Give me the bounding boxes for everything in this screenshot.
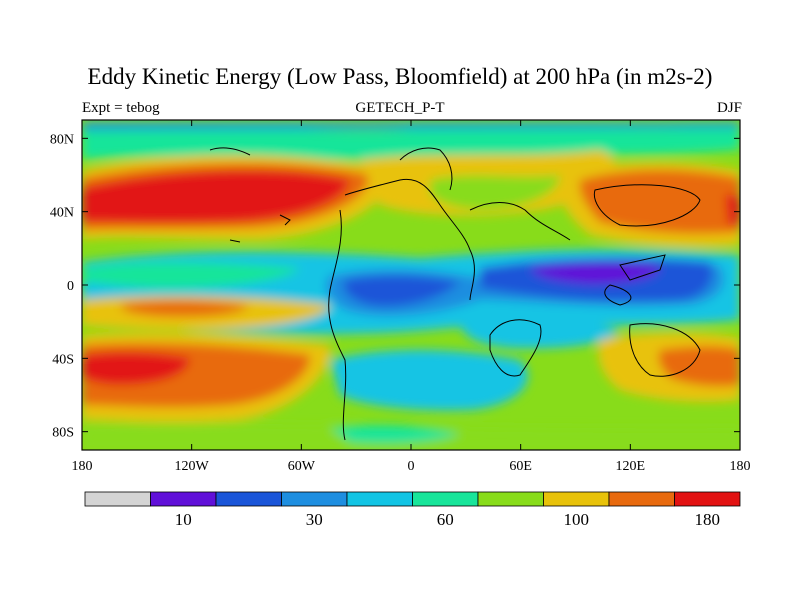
colorbar-swatch <box>477 491 544 507</box>
x-tick-label: 120E <box>616 459 646 474</box>
energy-field <box>82 120 740 450</box>
season-label: DJF <box>716 100 742 116</box>
colorbar-label: 30 <box>306 510 323 529</box>
colorbar-swatch <box>215 491 282 507</box>
colorbar-swatch <box>412 491 479 507</box>
colorbar-label: 180 <box>695 510 721 529</box>
colorbar-swatch <box>281 491 348 507</box>
x-tick-label: 60E <box>509 459 532 474</box>
colorbar-label: 60 <box>437 510 454 529</box>
colorbar-swatch <box>346 491 413 507</box>
colorbar-swatch <box>608 491 675 507</box>
colorbar: 10 30 60 100 180 <box>84 491 741 529</box>
colorbar-label: 10 <box>175 510 192 529</box>
colorbar-swatch <box>674 491 741 507</box>
x-tick-label: 180 <box>72 459 93 474</box>
y-tick-label: 40S <box>52 352 74 367</box>
colorbar-swatch <box>150 491 217 507</box>
coastlines <box>209 147 701 441</box>
chart-title: Eddy Kinetic Energy (Low Pass, Bloomfiel… <box>87 64 713 89</box>
colorbar-swatch <box>84 491 151 507</box>
y-tick-label: 40N <box>50 206 74 221</box>
y-tick-label: 0 <box>67 279 74 294</box>
colorbar-label: 100 <box>564 510 590 529</box>
experiment-label: Expt = tebog <box>82 100 160 116</box>
dataset-label: GETECH_P-T <box>355 100 445 116</box>
x-tick-label: 180 <box>730 459 751 474</box>
x-tick-label: 0 <box>408 459 415 474</box>
y-tick-label: 80S <box>52 426 74 441</box>
y-axis: 80N 40N 0 40S 80S <box>50 132 740 441</box>
x-axis: 180 120W 60W 0 60E 120E 180 <box>72 120 751 474</box>
y-tick-label: 80N <box>50 132 74 147</box>
x-tick-label: 120W <box>175 459 210 474</box>
x-tick-label: 60W <box>288 459 316 474</box>
colorbar-swatch <box>543 491 610 507</box>
